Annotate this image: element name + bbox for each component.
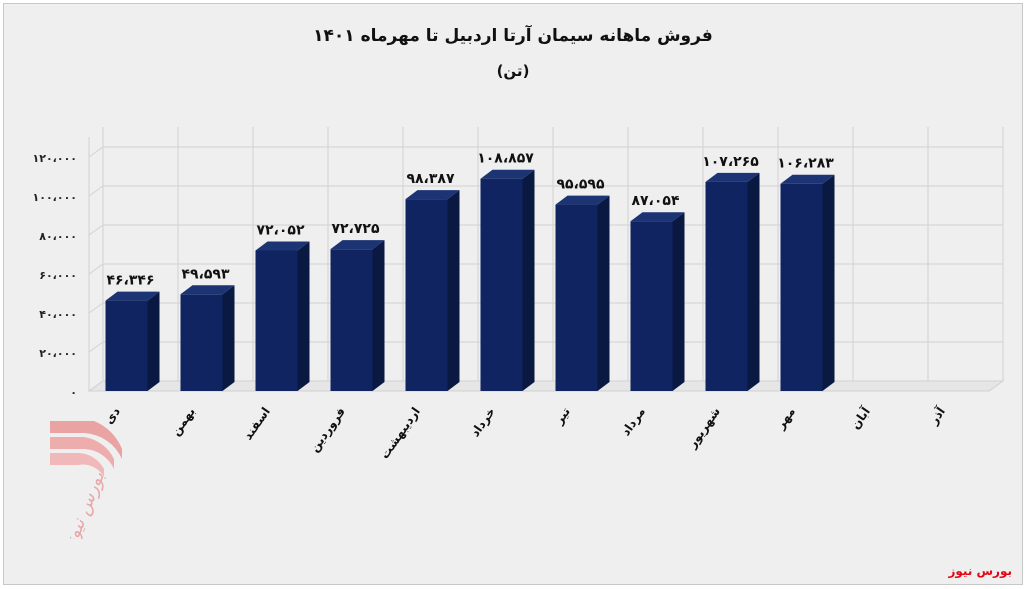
logo-arc-3 bbox=[50, 453, 104, 477]
bar-side bbox=[447, 190, 460, 391]
watermark-logo: بورس نیوز bbox=[50, 421, 122, 539]
bar bbox=[180, 294, 223, 391]
data-label: ۱۰۶،۲۸۳ bbox=[777, 156, 834, 172]
chart-title: فروش ماهانه سیمان آرتا اردبیل تا مهرماه … bbox=[313, 26, 713, 46]
x-tick-label: آبان bbox=[847, 403, 873, 431]
y-tick-label: ۲۰،۰۰۰ bbox=[39, 347, 77, 360]
bar-top bbox=[255, 241, 310, 251]
x-tick-label: خرداد bbox=[468, 405, 498, 440]
bar bbox=[705, 181, 748, 391]
bar-side bbox=[222, 285, 235, 391]
logo-arc-2 bbox=[50, 437, 114, 469]
x-tick-label: بهمن bbox=[169, 405, 198, 439]
y-tick-label: ۶۰،۰۰۰ bbox=[39, 269, 77, 282]
bar-top bbox=[330, 240, 385, 250]
y-tick-label: ۱۲۰،۰۰۰ bbox=[33, 152, 77, 165]
gridline-h-depth bbox=[88, 224, 104, 236]
bar bbox=[630, 221, 673, 391]
bar-top bbox=[780, 174, 835, 184]
y-tick-label: ۰ bbox=[70, 386, 77, 399]
y-tick-label: ۴۰،۰۰۰ bbox=[39, 308, 77, 321]
data-label: ۷۲،۷۲۵ bbox=[331, 221, 379, 237]
bar-top bbox=[480, 169, 535, 179]
y-tick-label: ۸۰،۰۰۰ bbox=[39, 230, 77, 243]
bar-side bbox=[522, 169, 535, 391]
x-tick-label: مهر bbox=[773, 405, 798, 433]
bar bbox=[330, 249, 373, 391]
x-tick-label: فروردین bbox=[307, 405, 349, 456]
gridline-h-depth bbox=[88, 263, 104, 275]
bar-top bbox=[705, 172, 760, 182]
x-tick-label: اردیبهشت bbox=[377, 405, 423, 462]
bar-top bbox=[555, 195, 610, 205]
bar bbox=[780, 183, 823, 391]
x-tick-label: آذر bbox=[925, 403, 948, 427]
gridline-h-depth bbox=[88, 380, 104, 392]
bar-chart: ۰ ۲۰،۰۰۰ ۴۰،۰۰۰ ۶۰،۰۰۰ ۸۰،۰۰۰ ۱۰۰،۰۰۰ ۱۲۰،۰۰۰ ۴… bbox=[33, 127, 1005, 462]
bar bbox=[555, 204, 598, 391]
data-label: ۹۸،۳۸۷ bbox=[406, 171, 454, 187]
x-tick-label: اسفند bbox=[241, 405, 273, 443]
x-tick-label: تیر bbox=[551, 405, 573, 428]
gridline-h-depth bbox=[88, 302, 104, 314]
grid bbox=[87, 127, 1005, 392]
bar-side bbox=[822, 174, 835, 391]
chart-subtitle: (تن) bbox=[496, 62, 530, 80]
gridline-h-depth bbox=[88, 146, 104, 158]
bar-side bbox=[597, 195, 610, 391]
bar-top bbox=[630, 212, 685, 222]
bar-side bbox=[747, 172, 760, 391]
bar bbox=[405, 199, 448, 391]
data-label: ۹۵،۵۹۵ bbox=[556, 177, 604, 193]
chart-frame: فروش ماهانه سیمان آرتا اردبیل تا مهرماه … bbox=[3, 3, 1023, 585]
data-label: ۱۰۸،۸۵۷ bbox=[477, 151, 534, 167]
watermark-text: بورس نیوز bbox=[59, 469, 109, 539]
data-label: ۱۰۷،۲۶۵ bbox=[702, 154, 759, 170]
data-label: ۴۶،۳۴۶ bbox=[106, 273, 154, 289]
bar-side bbox=[372, 240, 385, 391]
data-label: ۸۷،۰۵۴ bbox=[631, 193, 679, 209]
bar-side bbox=[672, 212, 685, 391]
gridline-h-depth bbox=[88, 341, 104, 353]
x-tick-label: شهریور bbox=[684, 405, 723, 452]
bar-side bbox=[297, 241, 310, 391]
bar-top bbox=[405, 190, 460, 200]
y-tick-label: ۱۰۰،۰۰۰ bbox=[33, 191, 77, 204]
logo-arc-1 bbox=[50, 421, 122, 459]
bar-top bbox=[180, 285, 235, 295]
bar bbox=[480, 178, 523, 391]
bar bbox=[105, 300, 148, 391]
x-tick-label: مرداد bbox=[619, 405, 648, 439]
bars bbox=[105, 169, 835, 391]
gridline-h-depth bbox=[88, 185, 104, 197]
data-label: ۷۲،۰۵۲ bbox=[256, 222, 304, 238]
source-label: بورس نیوز bbox=[948, 564, 1012, 578]
bar-top bbox=[105, 291, 160, 301]
bar bbox=[255, 250, 298, 391]
data-label: ۴۹،۵۹۳ bbox=[181, 266, 229, 282]
bar-side bbox=[147, 291, 160, 391]
